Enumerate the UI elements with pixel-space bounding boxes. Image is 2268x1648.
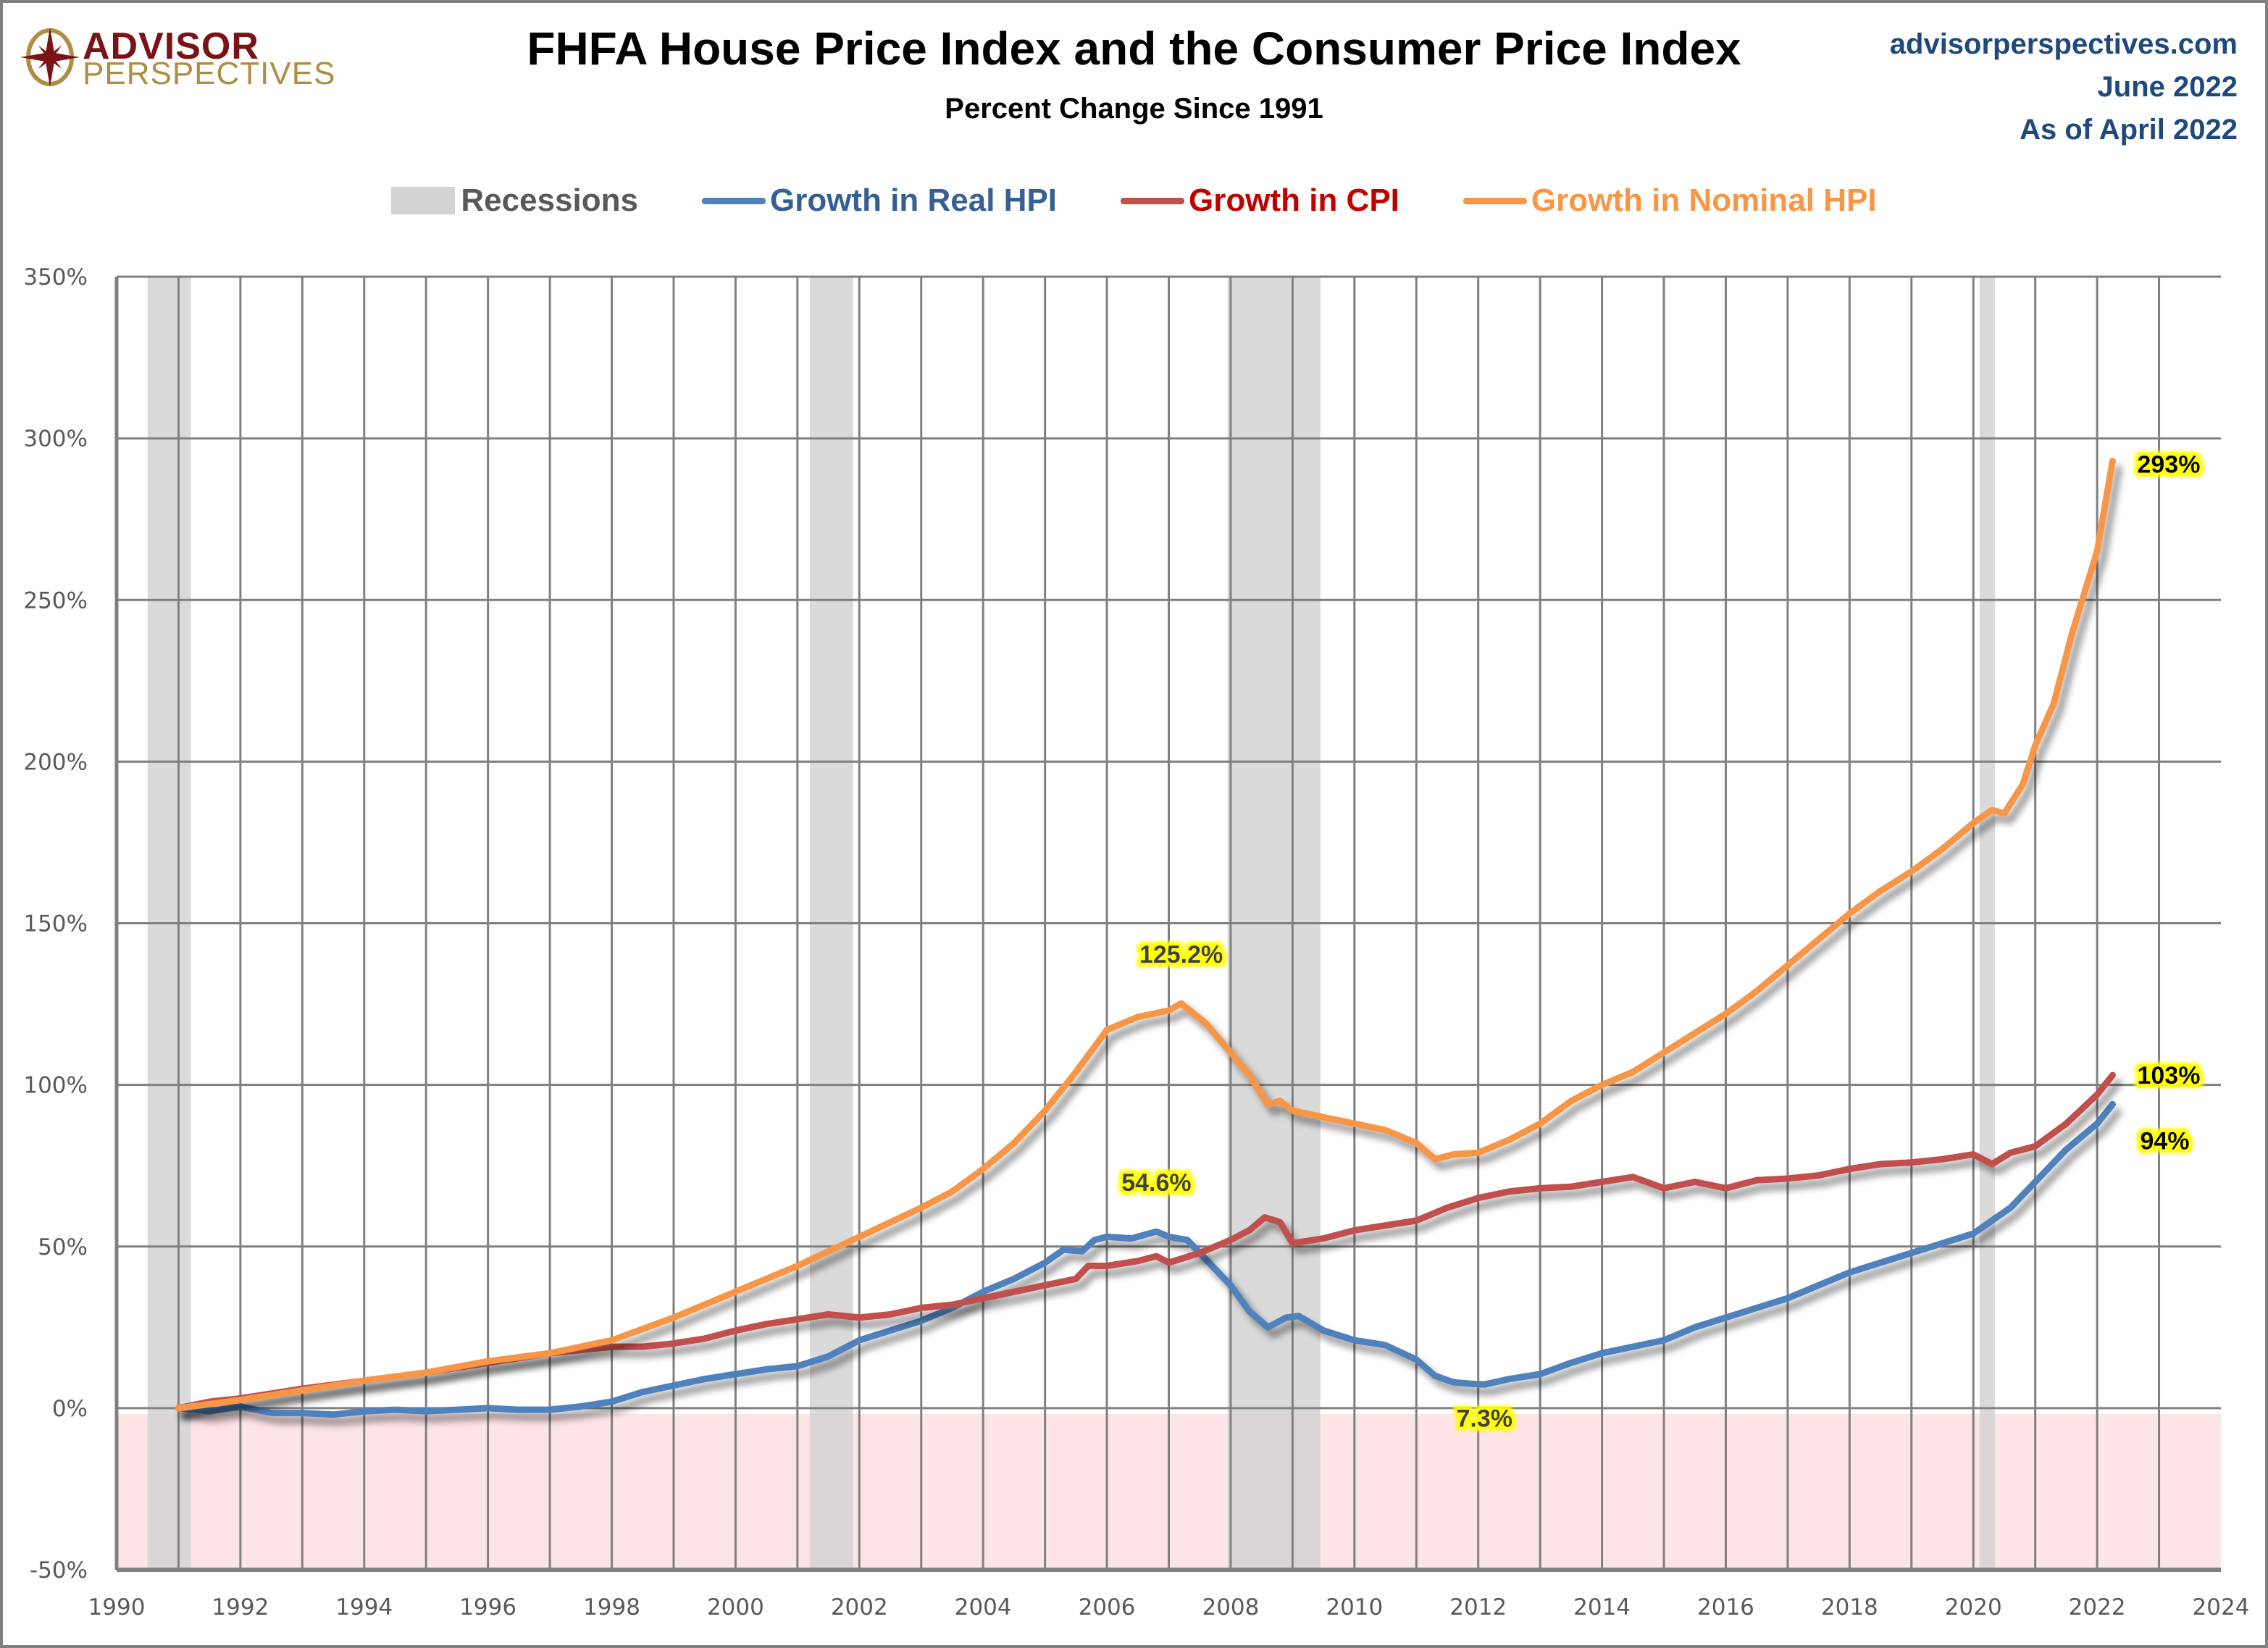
y-tick-label: -50% [30, 1557, 88, 1584]
y-tick-label: 200% [23, 749, 88, 775]
legend-label-recessions: Recessions [461, 183, 638, 218]
legend-swatch-cpi [1121, 197, 1185, 204]
legend-swatch-nominal-hpi [1463, 197, 1527, 204]
x-tick-label: 1996 [459, 1594, 516, 1620]
legend-item-real-hpi: Growth in Real HPI [701, 183, 1058, 219]
x-tick-label: 2010 [1326, 1594, 1383, 1620]
legend-item-recessions: Recessions [391, 183, 638, 219]
compass-star-icon [20, 28, 80, 87]
y-tick-label: 350% [23, 264, 88, 290]
legend: Recessions Growth in Real HPI Growth in … [0, 183, 2268, 219]
data-label-annotation: 103% [2137, 1062, 2200, 1089]
x-tick-label: 2012 [1449, 1594, 1507, 1620]
source-website: advisorperspectives.com [1889, 28, 2238, 60]
x-tick-label: 2024 [2193, 1594, 2250, 1620]
y-tick-label: 0% [52, 1396, 88, 1422]
data-label-annotation: 54.6% [1121, 1169, 1191, 1197]
x-tick-label: 2022 [2069, 1594, 2126, 1620]
legend-label-real-hpi: Growth in Real HPI [769, 183, 1058, 218]
logo-text-top: ADVISOR [83, 25, 259, 67]
x-tick-label: 2000 [707, 1594, 764, 1620]
y-tick-label: 100% [23, 1073, 88, 1099]
x-tick-label: 2004 [955, 1594, 1012, 1620]
chart-subtitle: Percent Change Since 1991 [945, 93, 1323, 125]
data-label-annotation: 125.2% [1139, 941, 1223, 969]
series-line-nominal-hpi [175, 457, 2116, 1412]
legend-label-nominal-hpi: Growth in Nominal HPI [1531, 183, 1877, 218]
legend-swatch-real-hpi [701, 197, 766, 204]
data-label-annotation: 94% [2140, 1127, 2189, 1155]
x-tick-label: 2016 [1697, 1594, 1754, 1620]
x-tick-label: 2020 [1945, 1594, 2002, 1620]
y-tick-label: 50% [38, 1234, 88, 1260]
source-block: advisorperspectives.com June 2022 As of … [1890, 23, 2238, 151]
data-as-of: As of April 2022 [2020, 114, 2238, 146]
y-tick-label: 150% [23, 911, 88, 937]
x-tick-label: 2018 [1821, 1594, 1878, 1620]
data-label-annotation: 293% [2137, 451, 2200, 478]
series-layer [175, 457, 2116, 1418]
logo-text-bottom: PERSPECTIVES [83, 56, 336, 91]
legend-swatch-recessions [391, 187, 456, 214]
x-tick-label: 1998 [583, 1594, 640, 1620]
gridlines-layer [117, 275, 2221, 1570]
x-tick-label: 2006 [1079, 1594, 1136, 1620]
y-tick-label: 300% [23, 426, 88, 452]
publish-date: June 2022 [2097, 71, 2238, 103]
x-tick-label: 2002 [831, 1594, 888, 1620]
x-tick-label: 2008 [1202, 1594, 1259, 1620]
x-tick-label: 1990 [88, 1594, 146, 1620]
annotations-layer: 293% 103% 94% 125.2% 54.6% 7.3% [1121, 451, 2200, 1432]
chart-title: FHFA House Price Index and the Consumer … [527, 22, 1741, 75]
series-line-real-hpi [175, 1100, 2116, 1418]
axes-layer: -50% 0% 50% 100% 150% 200% 250% 300% 350% 1990 199… [23, 264, 2249, 1620]
data-label-annotation: 7.3% [1457, 1405, 1513, 1432]
series-line-cpi [175, 1071, 2116, 1412]
legend-item-cpi: Growth in CPI [1121, 183, 1399, 219]
legend-label-cpi: Growth in CPI [1189, 183, 1399, 218]
legend-item-nominal-hpi: Growth in Nominal HPI [1463, 183, 1877, 219]
x-tick-label: 1994 [335, 1594, 393, 1620]
x-tick-label: 2014 [1573, 1594, 1631, 1620]
x-tick-label: 1992 [212, 1594, 269, 1620]
y-tick-label: 250% [23, 587, 88, 614]
advisor-perspectives-logo: ADVISOR PERSPECTIVES [20, 25, 335, 90]
